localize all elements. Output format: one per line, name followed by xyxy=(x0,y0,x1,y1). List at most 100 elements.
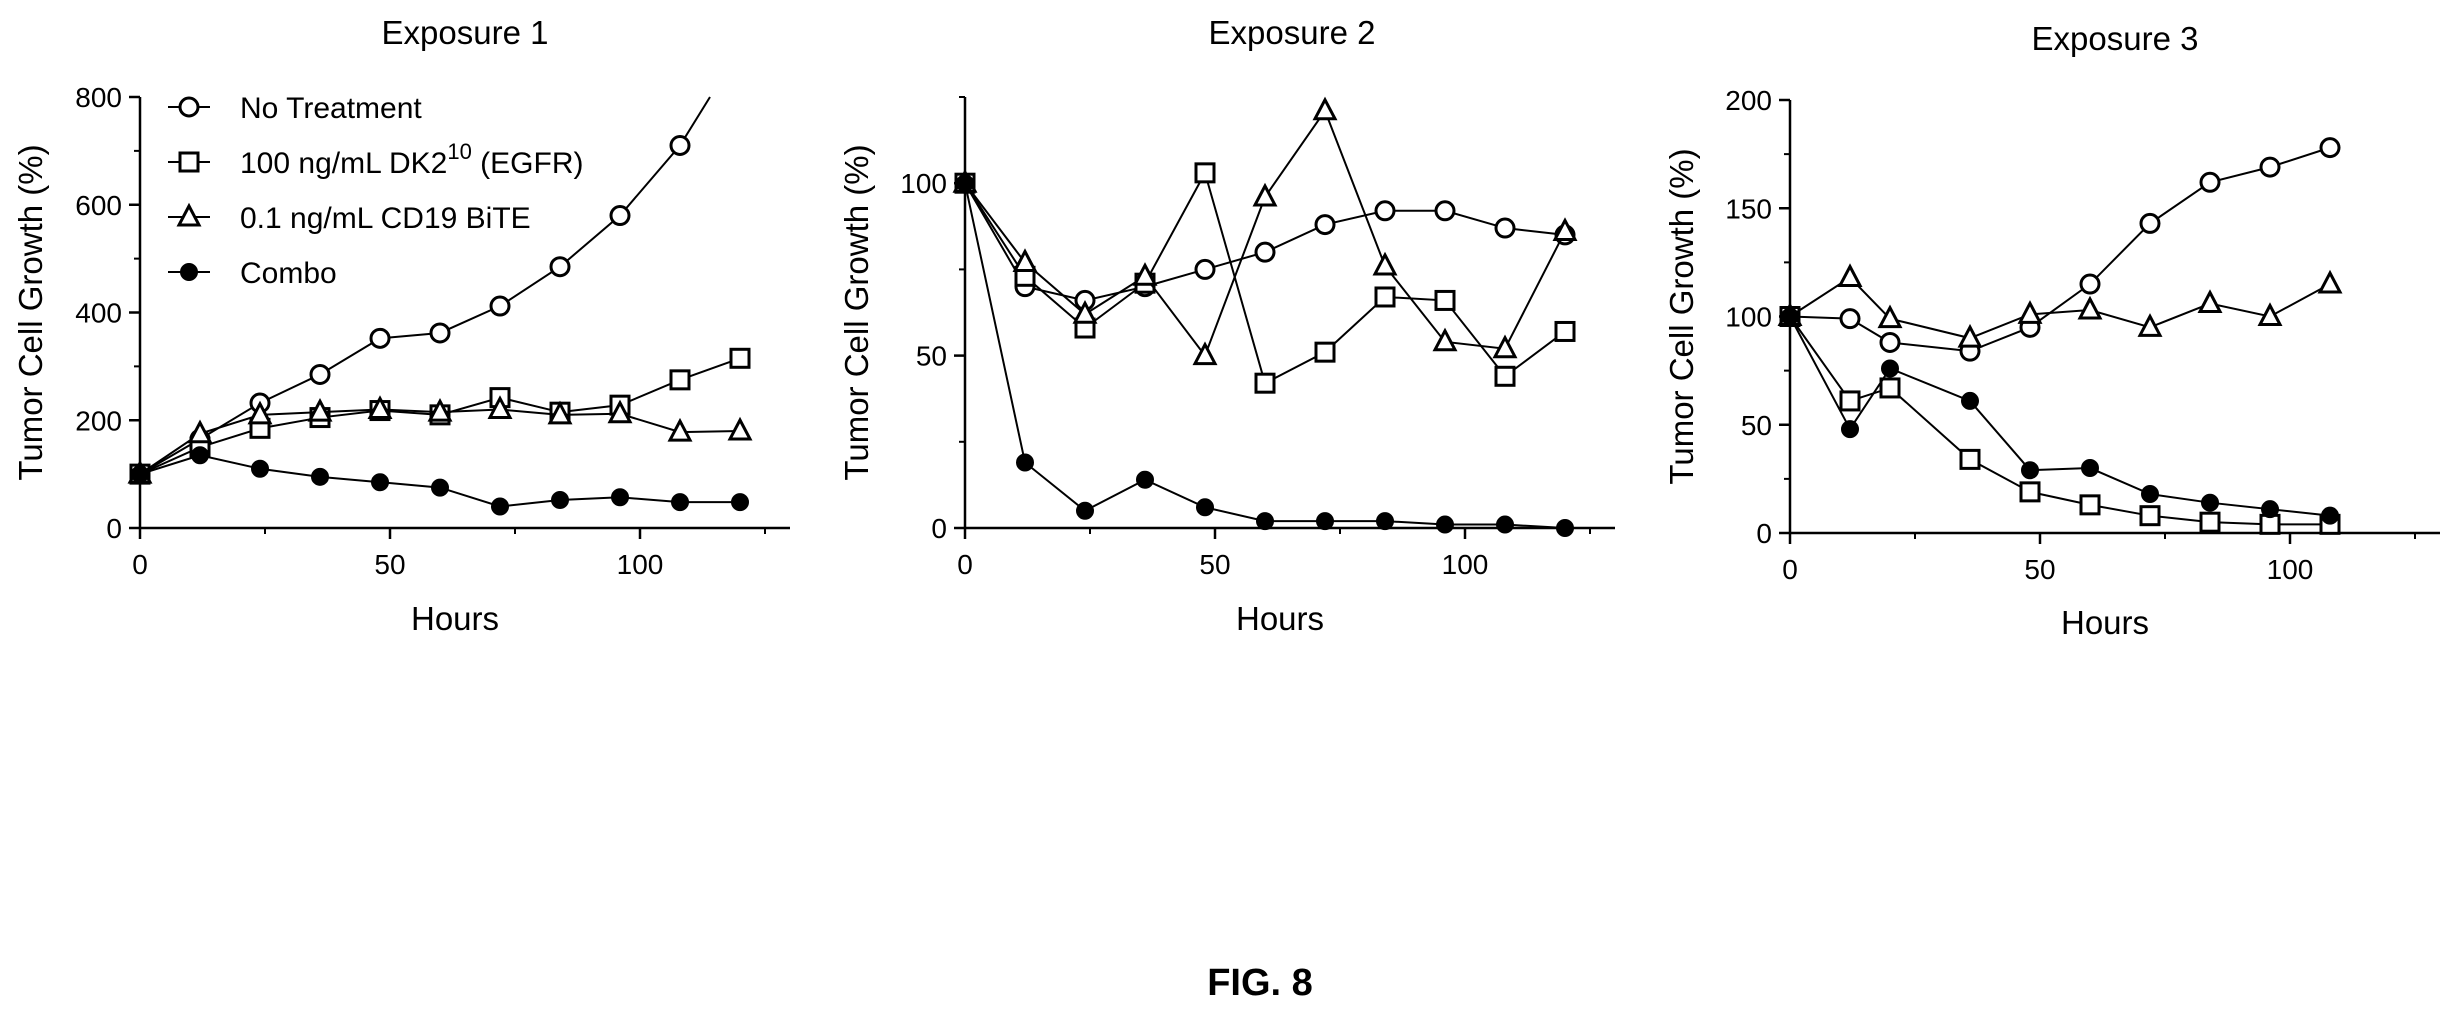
data-point xyxy=(427,397,453,422)
chart-title: Exposure 1 xyxy=(382,14,549,51)
y-tick-label: 50 xyxy=(1741,410,1772,441)
data-point xyxy=(431,478,449,497)
data-point xyxy=(547,400,573,425)
legend-label: Combo xyxy=(240,257,337,290)
data-point xyxy=(191,446,209,465)
data-point xyxy=(2321,506,2339,525)
data-point xyxy=(2197,289,2223,314)
series-no-treatment xyxy=(1779,137,2341,362)
y-tick-label: 100 xyxy=(1725,302,1772,333)
data-point xyxy=(2079,273,2101,295)
series-line xyxy=(1789,276,2331,340)
data-point xyxy=(1196,498,1214,517)
y-tick-label: 200 xyxy=(1725,85,1772,116)
data-point xyxy=(1374,286,1396,308)
chart-title: Exposure 3 xyxy=(2032,20,2199,57)
x-tick-label: 50 xyxy=(1199,549,1230,580)
y-axis-label: Tumor Cell Growth (%) xyxy=(12,144,49,480)
y-tick-label: 0 xyxy=(106,513,122,544)
x-tick-label: 100 xyxy=(2267,554,2314,585)
legend-item-combo: Combo xyxy=(168,257,337,290)
data-point xyxy=(2137,313,2163,337)
data-point xyxy=(1494,217,1516,239)
y-tick-label: 0 xyxy=(931,513,947,544)
data-point xyxy=(1252,182,1278,207)
data-point xyxy=(1136,470,1154,489)
data-point xyxy=(1254,241,1276,263)
legend-marker-filled-circle xyxy=(180,263,198,281)
data-point xyxy=(671,493,689,512)
legend: No Treatment 100 ng/mL DK210 (EGFR) 0.1 ng… xyxy=(168,92,584,290)
data-point xyxy=(1312,96,1338,121)
legend-label: No Treatment xyxy=(240,92,422,125)
y-tick-label: 0 xyxy=(1756,518,1772,549)
legend-label: 0.1 ng/mL CD19 BiTE xyxy=(240,202,531,235)
data-point xyxy=(2079,494,2101,516)
legend-item-100-ng-ml-dk2: 100 ng/mL DK210 (EGFR) xyxy=(168,139,584,180)
series-combo xyxy=(956,174,1574,537)
data-point xyxy=(2017,300,2043,324)
legend-label: 100 ng/mL DK210 (EGFR) xyxy=(240,139,584,180)
legend-marker-open-square xyxy=(178,151,200,173)
series-line xyxy=(1789,146,2331,353)
data-point xyxy=(429,322,451,344)
y-tick-label: 100 xyxy=(900,168,947,199)
data-point xyxy=(1957,323,1983,348)
series-line xyxy=(964,182,1566,529)
legend-item-0-1-ng-ml-cd19-bite: 0.1 ng/mL CD19 BiTE xyxy=(168,202,531,235)
x-axis-label: Hours xyxy=(1236,600,1324,637)
x-tick-label: 50 xyxy=(374,549,405,580)
y-tick-label: 200 xyxy=(75,405,122,436)
data-point xyxy=(2139,212,2161,234)
data-point xyxy=(491,497,509,516)
data-point xyxy=(371,473,389,492)
data-point xyxy=(1839,308,1861,330)
data-point xyxy=(2259,156,2281,178)
data-point xyxy=(611,488,629,507)
legend-marker-open-triangle xyxy=(176,202,202,227)
data-point xyxy=(1434,289,1456,311)
data-point xyxy=(1959,448,1981,470)
data-point xyxy=(1314,341,1336,363)
data-point xyxy=(1256,512,1274,531)
data-point xyxy=(2201,493,2219,512)
data-point xyxy=(311,467,329,486)
series-0-1-ng-ml-cd19-bite xyxy=(1777,263,2343,348)
data-point xyxy=(2139,505,2161,527)
data-point xyxy=(609,205,631,227)
data-point xyxy=(1492,334,1518,359)
y-tick-label: 400 xyxy=(75,298,122,329)
data-point xyxy=(727,416,753,441)
data-point xyxy=(1132,262,1158,286)
data-point xyxy=(1554,320,1576,342)
data-point xyxy=(1076,501,1094,520)
chart-panel-1: Exposure 1 0 200 400 600 800 0 50 100 Hours Tumor … xyxy=(12,14,790,637)
data-point xyxy=(1434,200,1456,222)
data-point xyxy=(1552,217,1578,241)
legend-item-no-treatment: No Treatment xyxy=(168,92,422,125)
x-tick-label: 0 xyxy=(132,549,148,580)
data-point xyxy=(1837,263,1863,288)
data-point xyxy=(307,397,333,422)
data-point xyxy=(369,327,391,349)
data-point xyxy=(607,399,633,424)
y-tick-label: 150 xyxy=(1725,193,1772,224)
data-point xyxy=(1879,377,1901,399)
data-point xyxy=(1436,515,1454,534)
data-point xyxy=(1961,391,1979,410)
x-axis-label: Hours xyxy=(411,600,499,637)
data-point xyxy=(131,465,149,484)
data-point xyxy=(1072,300,1098,324)
data-point xyxy=(1881,359,1899,378)
data-point xyxy=(2019,481,2041,503)
chart-title: Exposure 2 xyxy=(1209,14,1376,51)
data-point xyxy=(1839,390,1861,412)
data-point xyxy=(1494,365,1516,387)
data-point xyxy=(1879,331,1901,353)
data-point xyxy=(2319,137,2341,159)
data-point xyxy=(551,490,569,509)
data-point xyxy=(1254,372,1276,394)
data-point xyxy=(2021,461,2039,480)
data-point xyxy=(2081,459,2099,478)
